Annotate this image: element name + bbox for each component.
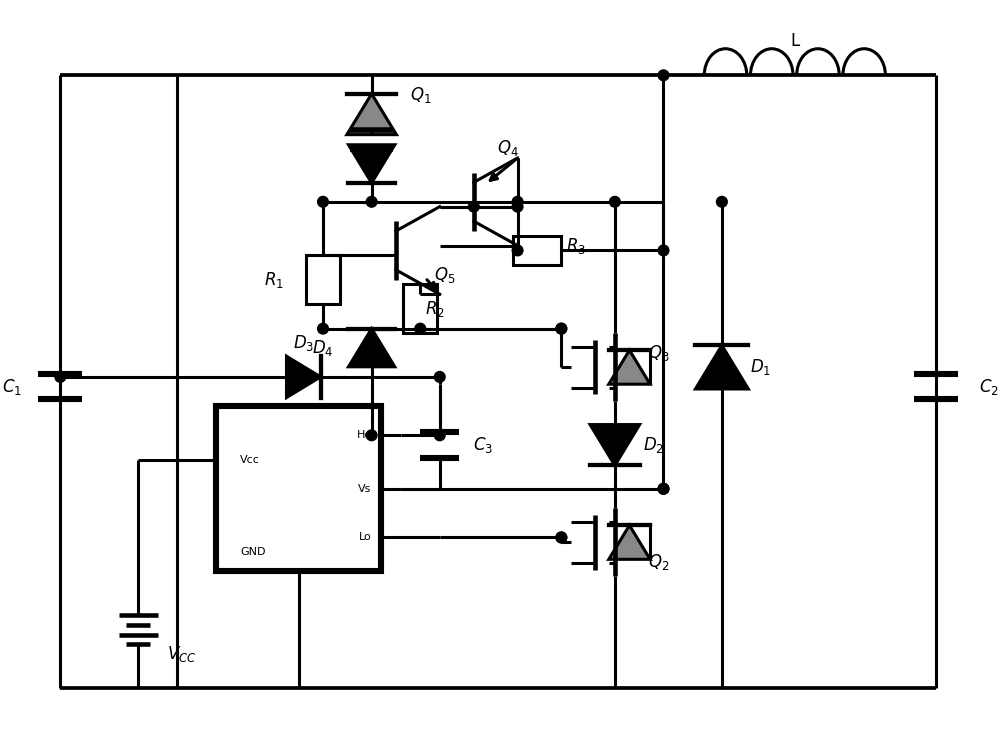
Text: $Q_1$: $Q_1$ <box>410 84 431 105</box>
Text: $Q_4$: $Q_4$ <box>497 138 519 158</box>
Polygon shape <box>609 350 650 384</box>
Circle shape <box>658 483 669 494</box>
Polygon shape <box>609 525 650 560</box>
Circle shape <box>658 70 669 81</box>
Circle shape <box>434 371 445 382</box>
Circle shape <box>512 196 523 207</box>
Text: $Q_3$: $Q_3$ <box>648 343 669 362</box>
Text: $R_3$: $R_3$ <box>566 235 586 255</box>
Circle shape <box>512 201 523 212</box>
Text: $D_4$: $D_4$ <box>312 338 334 358</box>
Text: L: L <box>790 32 799 50</box>
Text: $C_2$: $C_2$ <box>979 376 999 397</box>
Text: $Q_5$: $Q_5$ <box>434 264 455 285</box>
Text: $V_{CC}$: $V_{CC}$ <box>167 644 197 664</box>
Circle shape <box>658 483 669 494</box>
Circle shape <box>415 323 426 334</box>
Circle shape <box>610 196 620 207</box>
Circle shape <box>556 323 567 334</box>
Text: $R_1$: $R_1$ <box>264 270 284 290</box>
Text: Ho: Ho <box>357 430 372 440</box>
Polygon shape <box>287 356 321 397</box>
Circle shape <box>366 430 377 441</box>
Text: GND: GND <box>240 547 266 557</box>
Circle shape <box>658 245 669 255</box>
Polygon shape <box>590 424 640 465</box>
Text: Vcc: Vcc <box>240 455 260 465</box>
Circle shape <box>556 532 567 543</box>
Circle shape <box>366 196 377 207</box>
Polygon shape <box>348 329 395 367</box>
Text: $R_2$: $R_2$ <box>425 299 445 319</box>
Text: $C_3$: $C_3$ <box>473 435 494 455</box>
Circle shape <box>717 196 727 207</box>
Text: $D_3$: $D_3$ <box>293 333 314 353</box>
Text: $C_1$: $C_1$ <box>2 376 22 397</box>
Text: $D_1$: $D_1$ <box>750 357 771 377</box>
Text: Lo: Lo <box>359 533 372 542</box>
Circle shape <box>318 196 328 207</box>
Circle shape <box>512 245 523 255</box>
Text: $Q_2$: $Q_2$ <box>648 552 669 571</box>
Bar <box>216 406 381 571</box>
Circle shape <box>55 371 66 382</box>
Bar <box>513 236 561 265</box>
Circle shape <box>468 201 479 212</box>
Polygon shape <box>348 145 395 183</box>
Polygon shape <box>347 94 396 134</box>
Text: $D_2$: $D_2$ <box>643 435 664 455</box>
Bar <box>403 285 437 333</box>
Circle shape <box>556 323 567 334</box>
Text: Vs: Vs <box>358 484 372 494</box>
Polygon shape <box>695 345 748 389</box>
Circle shape <box>434 430 445 441</box>
Bar <box>306 255 340 304</box>
Circle shape <box>318 323 328 334</box>
Circle shape <box>556 532 567 543</box>
